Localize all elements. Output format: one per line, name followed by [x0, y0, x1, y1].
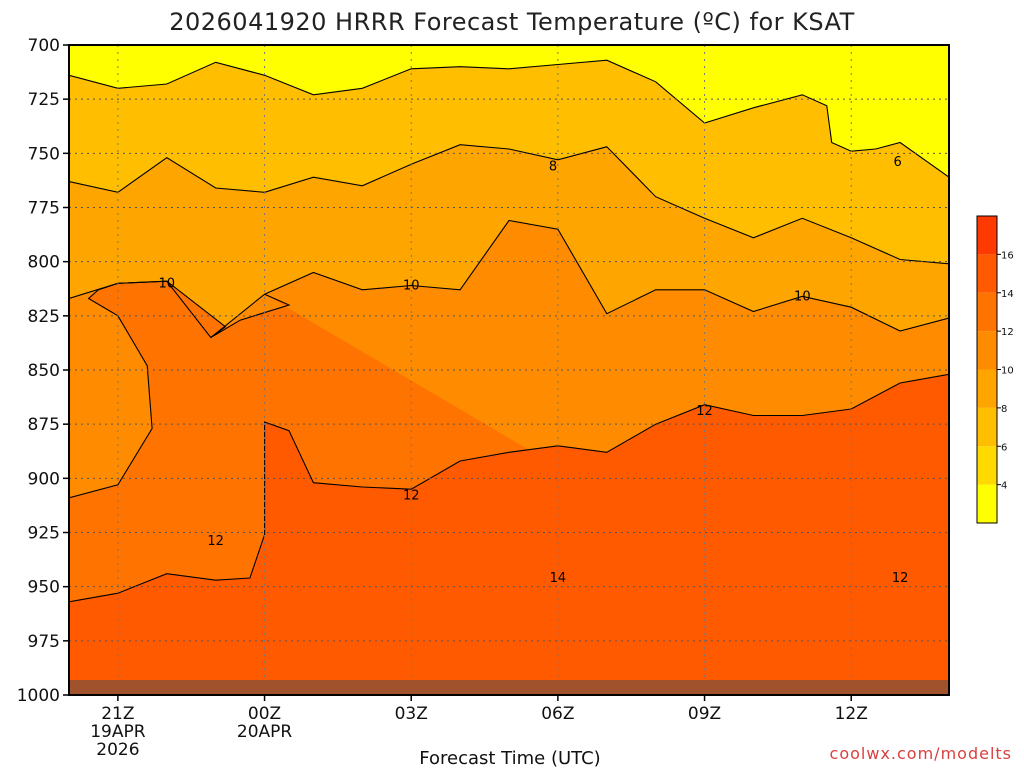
- y-tick-label: 825: [28, 307, 60, 327]
- colorbar-swatch: [977, 292, 997, 332]
- y-tick-label: 750: [28, 144, 60, 164]
- y-tick-label: 1000: [17, 686, 60, 706]
- colorbar-swatch: [977, 484, 997, 523]
- plot-area: [69, 45, 949, 695]
- y-tick-label: 800: [28, 253, 60, 273]
- temperature-bands: [69, 60, 949, 695]
- contour-label: 12: [403, 489, 420, 504]
- contour-label: 10: [403, 279, 420, 294]
- colorbar-swatch: [977, 369, 997, 408]
- colorbar-swatch: [977, 446, 997, 485]
- y-tick-label: 850: [28, 361, 60, 381]
- isotherm-12: [69, 280, 291, 499]
- grid-lines: [69, 45, 949, 695]
- y-tick-label: 925: [28, 524, 60, 544]
- colorbar-swatch: [977, 407, 997, 447]
- contour-label: 12: [696, 404, 713, 419]
- x-tick-date: 19APR: [90, 722, 146, 742]
- colorbar-swatch: [977, 216, 997, 255]
- colorbar-label: 16: [1001, 250, 1014, 261]
- x-tick-label: 03Z: [395, 704, 428, 724]
- y-tick-label: 725: [28, 90, 60, 110]
- x-tick-label: 00Z: [248, 704, 281, 724]
- y-tick-label: 875: [28, 415, 60, 435]
- chart-title: 2026041920 HRRR Forecast Temperature (ºC…: [169, 8, 855, 36]
- contour-label: 10: [159, 276, 176, 291]
- colorbar-label: 6: [1001, 442, 1007, 453]
- colorbar-swatch: [977, 331, 997, 370]
- y-tick-label: 700: [28, 36, 60, 56]
- x-tick-label: 09Z: [688, 704, 721, 724]
- contour-label: 12: [207, 534, 224, 549]
- y-tick-label: 900: [28, 469, 60, 489]
- y-tick-label: 775: [28, 199, 60, 219]
- colorbar-swatch: [977, 254, 997, 293]
- x-axis-label: Forecast Time (UTC): [419, 748, 600, 768]
- colorbar-label: 14: [1001, 289, 1014, 300]
- contour-label: 8: [549, 159, 557, 174]
- isotherm-lines: [69, 59, 949, 603]
- source-credit: coolwx.com/modelts: [830, 744, 1012, 763]
- contour-label: 14: [550, 571, 567, 586]
- x-tick-date: 20APR: [237, 722, 293, 742]
- isotherm-6: [69, 59, 949, 178]
- color-scale-legend: 4 6 8 10 12 14 16: [976, 215, 1014, 524]
- colorbar-label: 10: [1001, 366, 1014, 377]
- x-tick-label: 21Z: [101, 704, 134, 724]
- x-tick-label: 06Z: [541, 704, 574, 724]
- colorbar-label: 12: [1001, 327, 1014, 338]
- colorbar-label: 8: [1001, 404, 1007, 415]
- band-above-14: [69, 374, 949, 695]
- x-tick-year: 2026: [96, 740, 139, 760]
- y-axis: 700 725 750 775 800 825 850 875 900 925 950 975 1000: [17, 36, 69, 706]
- ground-surface: [69, 680, 949, 695]
- x-tick-label: 12Z: [835, 704, 868, 724]
- contour-label: 10: [794, 289, 811, 304]
- isotherm-8: [69, 144, 949, 265]
- y-tick-label: 950: [28, 578, 60, 598]
- contour-label: 6: [894, 155, 902, 170]
- y-tick-label: 975: [28, 632, 60, 652]
- isotherm-14: [69, 373, 949, 603]
- contour-labels: 6 8 10 10 10 12 12 12 12 14: [159, 155, 909, 586]
- contour-label: 12: [892, 571, 909, 586]
- colorbar-label: 4: [1001, 481, 1007, 492]
